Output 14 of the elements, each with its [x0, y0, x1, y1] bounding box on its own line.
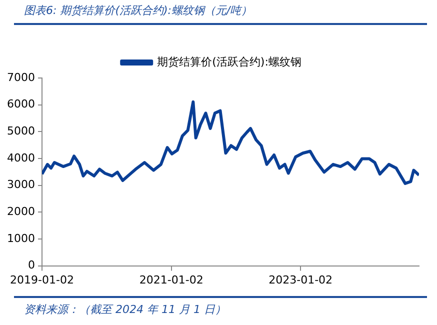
y-tick-label: 0 — [28, 258, 35, 272]
text: 资料来源：（截至 2024 年 11 月 1 日） — [24, 302, 226, 317]
x-tick-label: 2021-01-02 — [139, 273, 204, 286]
y-tick-label: 4000 — [6, 151, 35, 164]
y-tick-label: 2000 — [6, 205, 35, 218]
x-tick-label: 2019-01-02 — [10, 273, 74, 286]
y-tick-label: 1000 — [6, 232, 35, 245]
y-tick-label: 7000 — [6, 70, 35, 84]
chart-title: 图表6: 期货结算价(活跃合约):螺纹钢（元/吨） — [24, 3, 252, 18]
x-tick-label: 2023-01-02 — [268, 273, 333, 286]
y-tick-label: 5000 — [6, 124, 35, 138]
legend-label: 期货结算价(活跃合约):螺纹钢 — [157, 55, 302, 68]
y-tick-label: 3000 — [6, 178, 35, 192]
y-tick-label: 6000 — [6, 98, 35, 111]
